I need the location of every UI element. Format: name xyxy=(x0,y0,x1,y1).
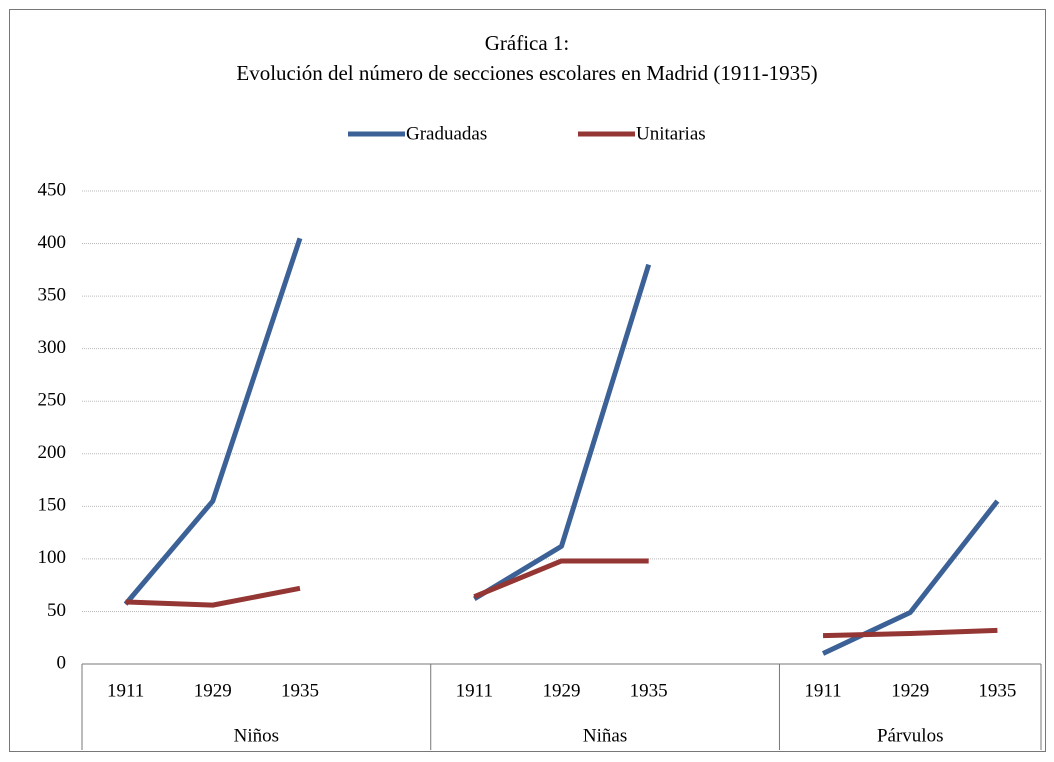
y-tick-label: 50 xyxy=(47,600,66,621)
y-tick-label: 250 xyxy=(38,390,67,411)
y-tick-label: 450 xyxy=(38,179,67,200)
y-tick-label: 200 xyxy=(38,442,67,463)
y-tick-label: 0 xyxy=(57,652,67,673)
group-label: Niñas xyxy=(583,725,627,746)
group-label: Niños xyxy=(234,725,279,746)
legend-label: Graduadas xyxy=(406,123,487,144)
x-tick-label: 1911 xyxy=(804,680,841,701)
y-tick-label: 100 xyxy=(38,547,67,568)
series-line xyxy=(123,237,303,606)
group-label: Párvulos xyxy=(877,725,944,746)
series-line xyxy=(125,585,301,608)
chart-border xyxy=(9,9,1046,752)
x-tick-label: 1935 xyxy=(630,680,668,701)
series-line xyxy=(473,263,652,601)
series-line xyxy=(822,627,998,639)
y-tick-label: 350 xyxy=(38,284,67,305)
series-line xyxy=(473,558,649,600)
x-tick-label: 1911 xyxy=(107,680,144,701)
chart-title: Gráfica 1: xyxy=(485,31,570,55)
x-tick-label: 1911 xyxy=(456,680,493,701)
legend-label: Unitarias xyxy=(636,123,706,144)
x-tick-label: 1935 xyxy=(281,680,319,701)
x-tick-label: 1929 xyxy=(194,680,232,701)
series-line xyxy=(821,499,1000,656)
y-tick-label: 300 xyxy=(38,337,67,358)
x-tick-label: 1929 xyxy=(891,680,929,701)
y-tick-label: 400 xyxy=(38,232,67,253)
x-tick-label: 1935 xyxy=(978,680,1016,701)
x-tick-label: 1929 xyxy=(543,680,581,701)
chart-subtitle: Evolución del número de secciones escola… xyxy=(236,61,817,85)
y-tick-label: 150 xyxy=(38,495,67,516)
